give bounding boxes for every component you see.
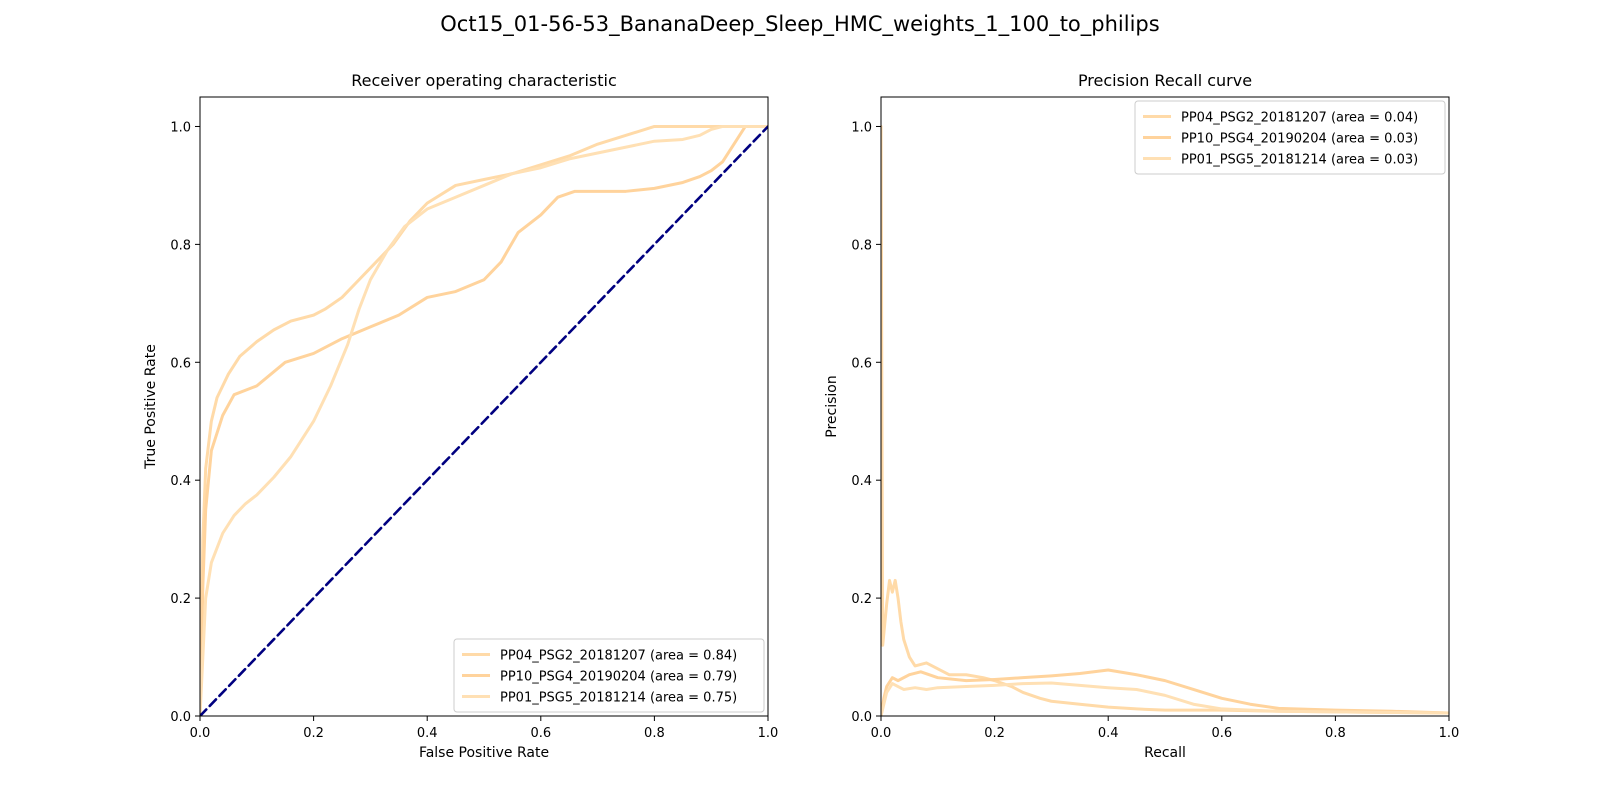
pr-legend-entry: PP01_PSG5_20181214 (area = 0.03) (1181, 153, 1418, 168)
roc-chance-line (200, 125, 768, 716)
roc-x-tick-label: 0.2 (303, 726, 324, 741)
pr-x-tick-label: 0.0 (871, 726, 892, 741)
pr-legend-entry: PP10_PSG4_20190204 (area = 0.03) (1181, 132, 1418, 147)
pr-series-group (881, 124, 1449, 716)
roc-axes: 0.0 0.2 0.4 0.6 0.8 1.0 0.0 0.2 0.4 0.6 0.8 1.0 Rece… (143, 71, 778, 761)
roc-series-line-2 (200, 124, 768, 716)
roc-y-axis-label: True Positive Rate (143, 344, 159, 470)
roc-series-group (200, 124, 768, 716)
pr-axes-frame (880, 96, 1450, 717)
roc-legend-entry: PP10_PSG4_20190204 (area = 0.79) (500, 670, 737, 685)
pr-x-tick-label: 0.2 (984, 726, 1005, 741)
pr-y-tick-label: 0.0 (851, 710, 872, 725)
roc-y-tick-label: 0.4 (170, 474, 191, 489)
pr-legend: PP04_PSG2_20181207 (area = 0.04) PP10_PSG… (1134, 100, 1446, 175)
pr-series-line-2 (881, 668, 1449, 716)
roc-x-tick-label: 0.8 (644, 726, 665, 741)
roc-legend: PP04_PSG2_20181207 (area = 0.84) PP10_PSG… (453, 638, 765, 713)
pr-series-line-1 (881, 124, 1449, 715)
pr-legend-box (1134, 100, 1446, 175)
roc-x-tick-label: 0.6 (530, 726, 551, 741)
roc-legend-entry: PP01_PSG5_20181214 (area = 0.75) (500, 691, 737, 706)
pr-x-tick-label: 1.0 (1439, 726, 1460, 741)
figure-title: Oct15_01-56-53_BananaDeep_Sleep_HMC_weig… (440, 12, 1159, 37)
roc-series-line-3 (200, 124, 768, 716)
pr-legend-entry: PP04_PSG2_20181207 (area = 0.04) (1181, 111, 1418, 126)
pr-y-tick-label: 0.6 (851, 356, 872, 371)
pr-chart-title: Precision Recall curve (1078, 71, 1252, 90)
pr-y-tick-label: 1.0 (851, 120, 872, 135)
roc-y-tick-label: 0.8 (170, 238, 191, 253)
roc-y-tick-label: 0.0 (170, 710, 191, 725)
roc-y-tick-label: 0.2 (170, 592, 191, 607)
pr-x-tick-label: 0.4 (1098, 726, 1119, 741)
roc-y-tick-label: 0.6 (170, 356, 191, 371)
roc-x-tick-label: 0.4 (417, 726, 438, 741)
pr-x-tick-label: 0.8 (1325, 726, 1346, 741)
roc-chart-title: Receiver operating characteristic (351, 71, 617, 90)
roc-legend-entry: PP04_PSG2_20181207 (area = 0.84) (500, 649, 737, 664)
pr-y-tick-label: 0.2 (851, 592, 872, 607)
pr-x-tick-label: 0.6 (1211, 726, 1232, 741)
pr-series-line-3 (881, 681, 1449, 716)
roc-y-tick-label: 1.0 (170, 120, 191, 135)
pr-y-axis-label: Precision (824, 375, 840, 437)
roc-legend-box (453, 638, 765, 713)
pr-y-tick-label: 0.8 (851, 238, 872, 253)
roc-x-tick-label: 1.0 (758, 726, 779, 741)
pr-x-axis-label: Recall (1144, 745, 1186, 761)
roc-x-axis-label: False Positive Rate (419, 745, 549, 761)
pr-axes: 0.0 0.2 0.4 0.6 0.8 1.0 0.0 0.2 0.4 0.6 0.8 1.0 Prec… (824, 71, 1459, 761)
roc-axes-frame (199, 96, 769, 717)
roc-x-tick-label: 0.0 (190, 726, 211, 741)
pr-y-tick-label: 0.4 (851, 474, 872, 489)
